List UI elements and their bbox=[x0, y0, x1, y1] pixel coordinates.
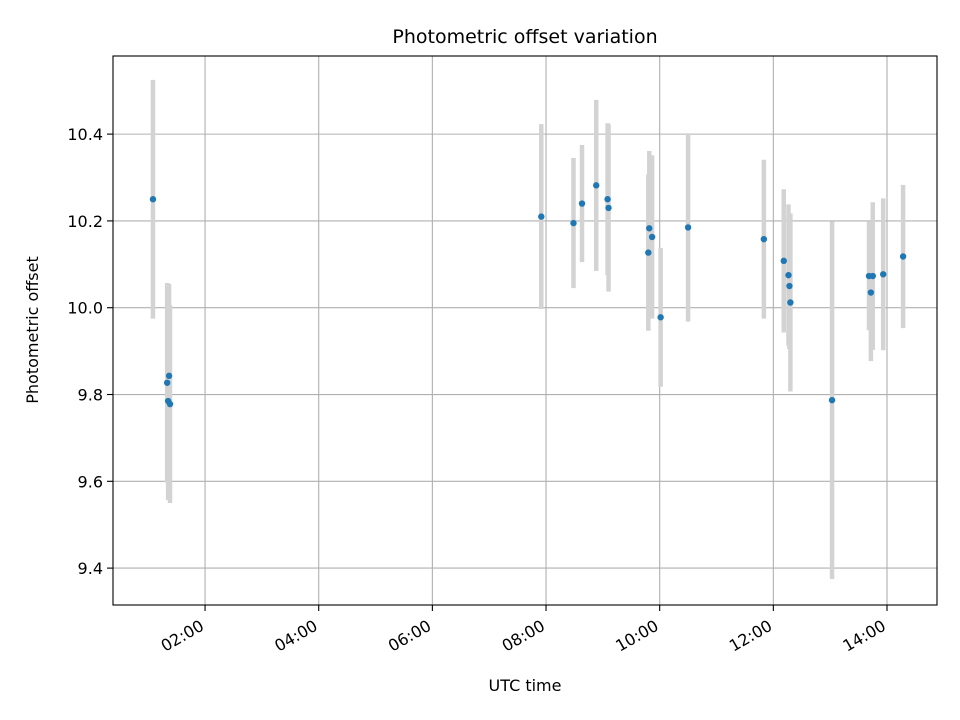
data-point bbox=[166, 400, 174, 408]
data-point bbox=[684, 224, 692, 231]
data-point bbox=[605, 204, 612, 212]
data-point bbox=[785, 271, 792, 279]
y-axis-label: Photometric offset bbox=[23, 256, 42, 404]
data-point bbox=[593, 182, 600, 189]
data-point bbox=[657, 314, 664, 321]
data-point bbox=[760, 235, 768, 243]
data-point bbox=[538, 213, 545, 220]
x-axis-label: UTC time bbox=[489, 676, 562, 695]
y-tick-label: 9.8 bbox=[78, 386, 103, 405]
data-points bbox=[149, 182, 907, 408]
data-point bbox=[570, 219, 577, 227]
data-point bbox=[648, 233, 656, 241]
chart-title: Photometric offset variation bbox=[392, 26, 657, 48]
data-point bbox=[787, 299, 794, 306]
y-tick-label: 9.4 bbox=[78, 559, 103, 578]
data-point bbox=[645, 249, 652, 256]
data-point bbox=[828, 396, 836, 404]
y-tick-label: 10.2 bbox=[67, 212, 103, 231]
data-point bbox=[880, 271, 887, 278]
data-point bbox=[604, 196, 611, 203]
y-tick-label: 10.4 bbox=[67, 125, 103, 144]
data-point bbox=[163, 379, 171, 386]
data-point bbox=[646, 225, 653, 232]
data-point bbox=[899, 253, 907, 260]
data-point bbox=[165, 372, 173, 380]
data-point bbox=[780, 257, 787, 265]
y-tick-label: 9.6 bbox=[78, 472, 103, 491]
data-point bbox=[578, 200, 586, 207]
y-tick-label: 10.0 bbox=[67, 299, 103, 318]
plot-frame bbox=[112, 55, 938, 606]
data-point bbox=[149, 196, 157, 203]
data-point bbox=[869, 272, 876, 280]
data-point bbox=[786, 282, 793, 290]
data-point bbox=[867, 289, 875, 296]
